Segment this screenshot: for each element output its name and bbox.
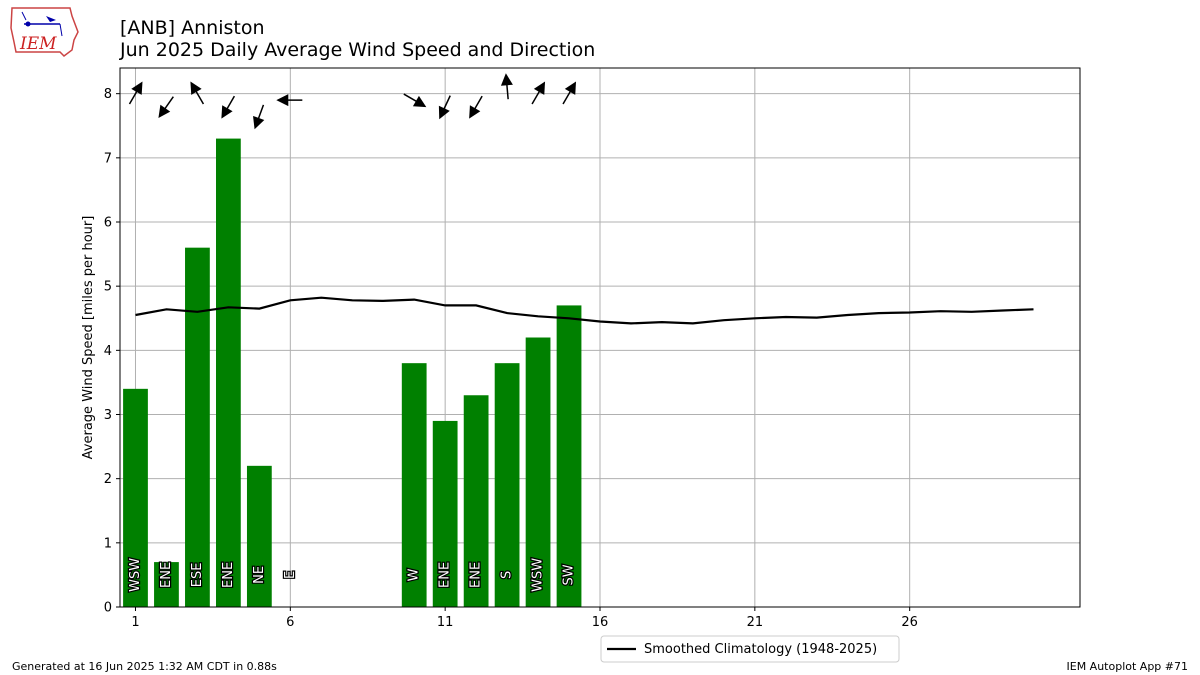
wind-bar	[185, 247, 210, 607]
wind-arrow-head	[564, 81, 577, 95]
wind-arrow-shaft	[403, 93, 419, 103]
wind-arrow	[158, 96, 174, 118]
direction-label: E	[283, 571, 298, 579]
wind-arrow	[438, 95, 451, 120]
climatology-line	[135, 296, 1034, 325]
wind-arrow	[403, 93, 427, 108]
wind-bar	[123, 388, 148, 607]
direction-label: ENE	[469, 562, 484, 588]
chart-title: Jun 2025 Daily Average Wind Speed and Di…	[120, 39, 596, 61]
wind-arrow-shaft	[531, 89, 541, 105]
wind-arrow	[562, 81, 577, 105]
wind-arrow-shaft	[163, 96, 174, 111]
direction-label: SW	[562, 564, 577, 585]
y-tick-label: 4	[104, 344, 112, 359]
wind-arrow-head	[469, 105, 481, 119]
x-tick-label: 11	[437, 615, 454, 630]
wind-arrow-shaft	[506, 83, 509, 100]
x-tick-label: 26	[901, 615, 918, 630]
wind-arrow-head	[276, 94, 289, 107]
iem-logo: IEM	[10, 7, 79, 57]
wind-arrow	[469, 95, 483, 119]
x-tick-label: 6	[286, 615, 294, 630]
wind-bar	[401, 363, 427, 607]
direction-labels: WSW ENE ESE ENE NE E W ENE ENE S WSW SW	[127, 557, 578, 594]
direction-label: ENE	[159, 562, 174, 588]
wind-arrow-head	[500, 73, 513, 86]
wind-arrow-head	[412, 95, 427, 108]
y-tick-label: 6	[104, 216, 112, 231]
chart-title-station: [ANB] Anniston	[120, 17, 265, 39]
y-tick-label: 5	[104, 280, 112, 295]
footer-generated: Generated at 16 Jun 2025 1:32 AM CDT in …	[12, 660, 277, 673]
direction-label: W	[407, 568, 422, 581]
wind-arrow	[531, 81, 546, 105]
wind-bar	[525, 337, 551, 607]
direction-label: S	[500, 571, 515, 579]
y-tick-label: 7	[104, 151, 112, 166]
wind-arrow-head	[253, 115, 265, 130]
wind-arrow-shaft	[473, 95, 483, 111]
y-tick-label: 2	[104, 472, 112, 487]
legend-box	[600, 635, 900, 663]
wind-bar	[494, 363, 520, 607]
y-tick-label: 0	[104, 601, 112, 616]
legend-entry: Smoothed Climatology (1948-2025)	[644, 642, 877, 657]
wind-bar	[556, 305, 582, 607]
wind-arrow-shaft	[562, 89, 572, 105]
wind-arrow-shaft	[225, 95, 236, 111]
x-tick-label: 1	[131, 615, 139, 630]
y-tick-label: 1	[104, 536, 112, 551]
logo-text: IEM	[19, 34, 57, 54]
legend: Smoothed Climatology (1948-2025)	[600, 635, 900, 663]
x-tick-label: 16	[592, 615, 609, 630]
climatology-series-line	[135, 296, 1034, 325]
wind-bar	[432, 420, 458, 607]
y-tick-label: 3	[104, 408, 112, 423]
direction-label: NE	[252, 566, 267, 584]
bars	[123, 138, 582, 608]
wind-arrow-shaft	[442, 95, 451, 111]
direction-label: WSW	[128, 558, 143, 592]
wind-arrow-head	[221, 105, 233, 119]
direction-label: ENE	[221, 562, 236, 588]
wind-bar	[463, 395, 489, 607]
wind-arrow-head	[533, 81, 546, 95]
direction-label: ENE	[438, 562, 453, 588]
direction-label: ESE	[190, 563, 205, 588]
wind-arrow-head	[438, 105, 450, 120]
wind-arrow	[276, 94, 303, 107]
wind-arrow	[500, 73, 513, 100]
wind-arrow	[221, 95, 236, 119]
wind-arrow-shaft	[194, 89, 205, 105]
wind-arrow-shaft	[257, 104, 265, 121]
wind-bar	[216, 138, 241, 608]
wind-bar	[154, 562, 179, 607]
wind-arrows	[128, 73, 577, 130]
x-tick-label: 21	[747, 615, 764, 630]
footer-app: IEM Autoplot App #71	[1066, 660, 1189, 673]
wind-arrow-head	[131, 81, 143, 95]
wind-arrow-shaft	[128, 89, 139, 105]
y-axis-label: Average Wind Speed [miles per hour]	[81, 216, 96, 460]
wind-bar	[246, 465, 272, 607]
wind-arrow	[190, 81, 205, 105]
direction-label: WSW	[531, 558, 546, 592]
wind-arrow-head	[190, 81, 202, 95]
wind-arrow	[128, 81, 143, 105]
wind-arrow	[253, 104, 265, 130]
wind-arrow-head	[158, 104, 171, 118]
y-tick-label: 8	[104, 87, 112, 102]
